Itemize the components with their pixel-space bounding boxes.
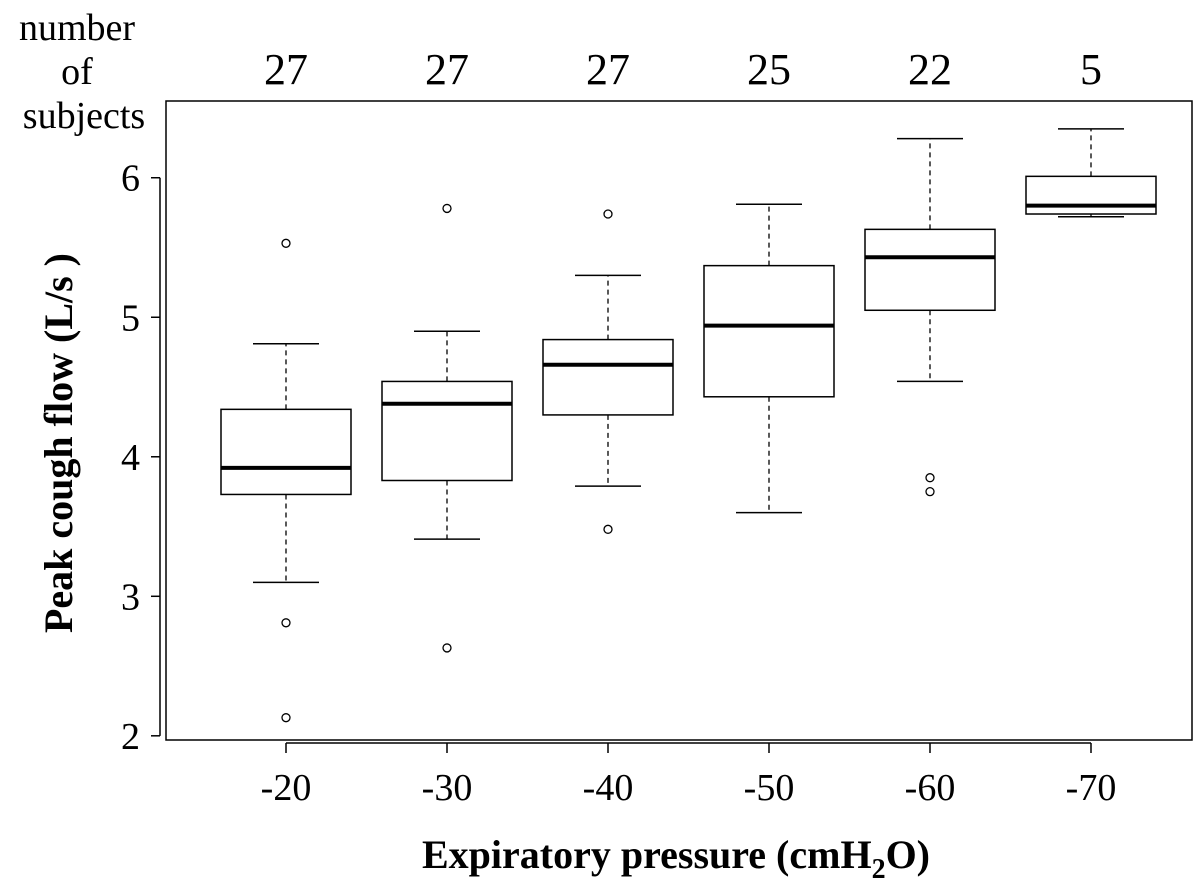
x-axis-label-subscript: 2	[872, 854, 886, 885]
x-tick-label: -60	[905, 767, 956, 809]
x-axis-label-main: Expiratory pressure (cmH	[422, 832, 872, 877]
box-group	[542, 209, 674, 534]
subject-count: 25	[747, 45, 791, 94]
subject-count: 27	[425, 45, 469, 94]
outlier-point	[603, 524, 613, 534]
x-axis-label-tail: O)	[886, 832, 930, 877]
y-tick-label: 4	[121, 437, 140, 479]
box-group	[220, 238, 352, 723]
plot-frame	[165, 100, 1193, 741]
subject-count: 22	[908, 45, 952, 94]
boxes	[220, 128, 1157, 723]
box-group	[1025, 128, 1157, 218]
outlier-point	[925, 473, 935, 483]
subject-counts: 27 27 27 25 22 5	[264, 45, 1102, 94]
iqr-box	[220, 408, 352, 496]
subject-count: 5	[1080, 45, 1102, 94]
iqr-box	[864, 228, 996, 312]
y-tick-label: 3	[121, 576, 140, 618]
outlier-point	[442, 203, 452, 214]
y-tick-label: 5	[121, 297, 140, 339]
x-tick-label: -50	[744, 767, 795, 809]
outlier-point	[925, 487, 935, 497]
outlier-point	[442, 643, 452, 653]
iqr-box	[1025, 175, 1157, 215]
x-tick-label: -70	[1066, 767, 1117, 809]
iqr-box	[703, 264, 835, 398]
count-label-line-3: subjects	[23, 95, 145, 137]
outlier-point	[281, 238, 291, 248]
box-group	[381, 203, 513, 653]
y-axis-label: Peak cough flow (L/s )	[36, 253, 81, 633]
iqr-box	[381, 380, 513, 482]
x-axis: -20 -30 -40 -50 -60 -70	[261, 742, 1117, 809]
subject-count: 27	[586, 45, 630, 94]
y-tick-label: 6	[121, 158, 140, 200]
box-group	[703, 203, 835, 514]
x-tick-label: -30	[422, 767, 473, 809]
x-axis-label: Expiratory pressure (cmH2O)	[422, 832, 930, 885]
x-tick-label: -20	[261, 767, 312, 809]
y-axis: 2 3 4 5 6	[121, 158, 161, 758]
outlier-point	[603, 209, 613, 219]
subject-count: 27	[264, 45, 308, 94]
outlier-point	[281, 713, 291, 723]
box-group	[864, 137, 996, 497]
count-label-line-1: number	[19, 7, 135, 49]
outlier-point	[281, 618, 291, 628]
y-tick-label: 2	[121, 716, 140, 758]
x-tick-label: -40	[583, 767, 634, 809]
count-label-line-2: of	[61, 51, 93, 93]
iqr-box	[542, 338, 674, 416]
